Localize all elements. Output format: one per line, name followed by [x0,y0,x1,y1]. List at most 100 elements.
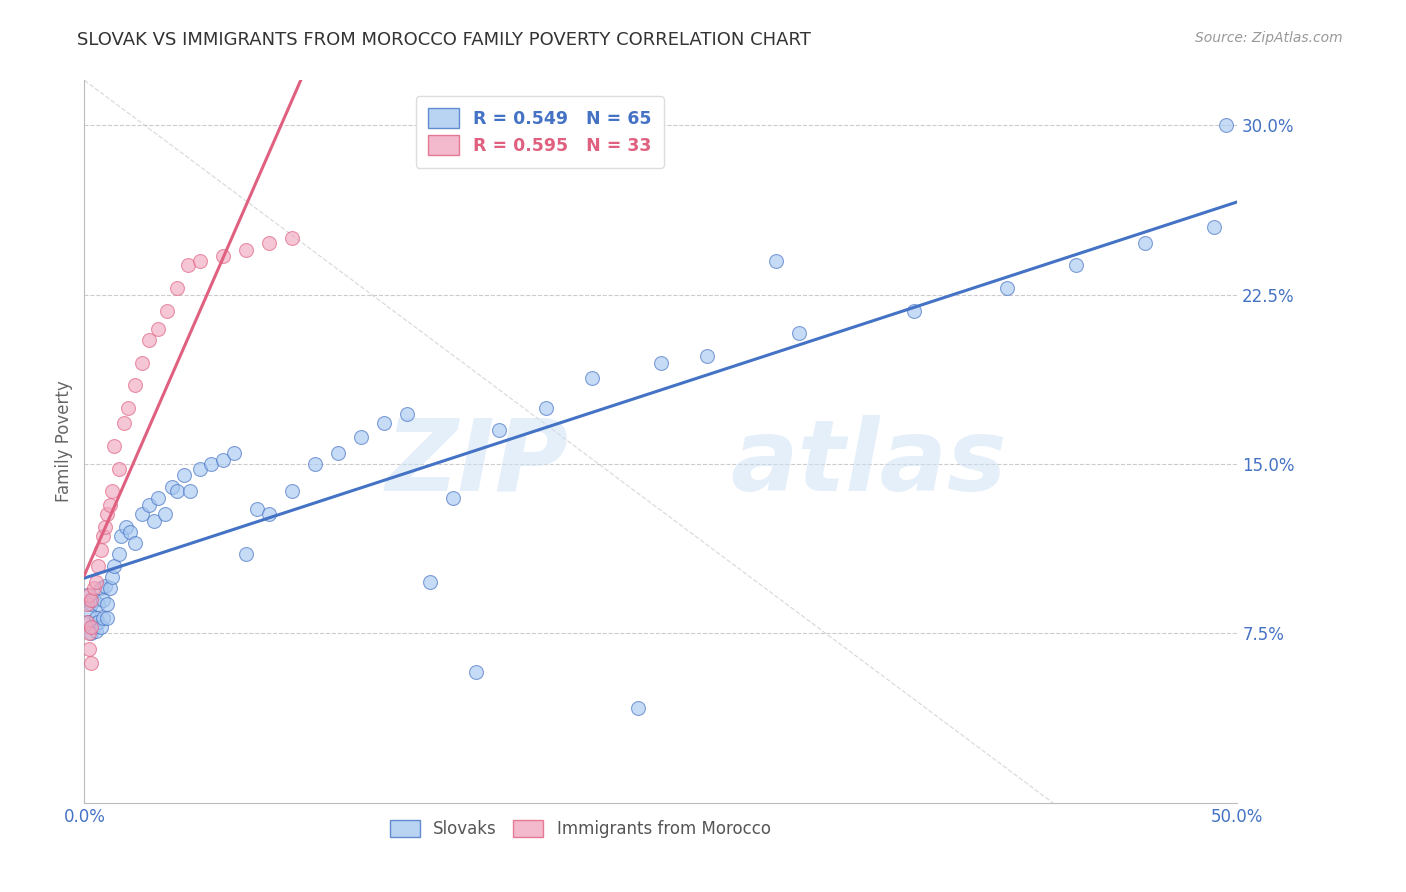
Point [76,588,98,602]
Point [96,507,118,521]
Point [787,326,810,340]
Point [124,378,146,392]
Point [211,452,233,467]
Point [89,620,111,634]
Point [153,507,176,521]
Point [166,484,188,499]
Point [91,592,114,607]
Point [396,408,419,422]
Point [257,235,280,250]
Point [80,597,103,611]
Point [488,423,510,437]
Point [173,468,195,483]
Point [235,548,257,562]
Point [77,642,100,657]
Point [188,461,211,475]
Point [627,701,650,715]
Point [110,529,132,543]
Point [534,401,557,415]
Point [650,355,672,369]
Point [117,401,139,415]
Point [350,430,373,444]
Point [84,610,107,624]
Text: atlas: atlas [730,415,1007,512]
Point [89,542,111,557]
Point [138,333,160,347]
Point [103,439,125,453]
Point [96,597,118,611]
Point [1215,119,1237,133]
Point [146,321,169,335]
Point [188,253,211,268]
Point [98,582,121,596]
Point [696,349,718,363]
Point [465,665,488,679]
Point [581,371,603,385]
Point [77,604,100,618]
Point [84,624,107,639]
Point [98,498,121,512]
Point [76,615,98,630]
Point [76,597,98,611]
Point [373,417,395,431]
Text: ZIP: ZIP [385,415,568,512]
Point [419,574,441,589]
Point [146,491,169,505]
Text: SLOVAK VS IMMIGRANTS FROM MOROCCO FAMILY POVERTY CORRELATION CHART: SLOVAK VS IMMIGRANTS FROM MOROCCO FAMILY… [77,31,811,49]
Point [177,259,200,273]
Point [89,582,111,596]
Point [903,303,925,318]
Point [441,491,464,505]
Point [94,579,117,593]
Point [257,507,280,521]
Point [326,446,349,460]
Point [1064,259,1087,273]
Point [281,484,304,499]
Point [160,480,183,494]
Point [96,610,118,624]
Point [91,610,114,624]
Point [142,514,165,528]
Point [156,303,179,318]
Point [80,656,103,670]
Point [131,507,153,521]
Point [94,520,117,534]
Point [120,524,142,539]
Point [80,592,103,607]
Point [108,548,131,562]
Point [83,592,105,607]
Point [246,502,269,516]
Point [80,626,103,640]
Point [211,249,233,263]
Point [103,558,125,573]
Point [131,355,153,369]
Point [77,626,100,640]
Point [91,529,114,543]
Point [124,536,146,550]
Point [87,615,110,630]
Point [995,281,1018,295]
Point [83,582,105,596]
Point [87,558,110,573]
Point [108,461,131,475]
Text: Source: ZipAtlas.com: Source: ZipAtlas.com [1195,31,1343,45]
Point [101,570,124,584]
Point [235,243,257,257]
Point [77,588,100,602]
Point [179,484,201,499]
Legend: Slovaks, Immigrants from Morocco: Slovaks, Immigrants from Morocco [382,814,778,845]
Y-axis label: Family Poverty: Family Poverty [55,381,73,502]
Point [83,620,105,634]
Point [765,253,787,268]
Point [80,620,103,634]
Point [1133,235,1156,250]
Point [281,231,304,245]
Point [166,281,188,295]
Point [200,457,222,471]
Point [115,520,138,534]
Point [112,417,135,431]
Point [138,498,160,512]
Point [1204,220,1226,235]
Point [101,484,124,499]
Point [224,446,246,460]
